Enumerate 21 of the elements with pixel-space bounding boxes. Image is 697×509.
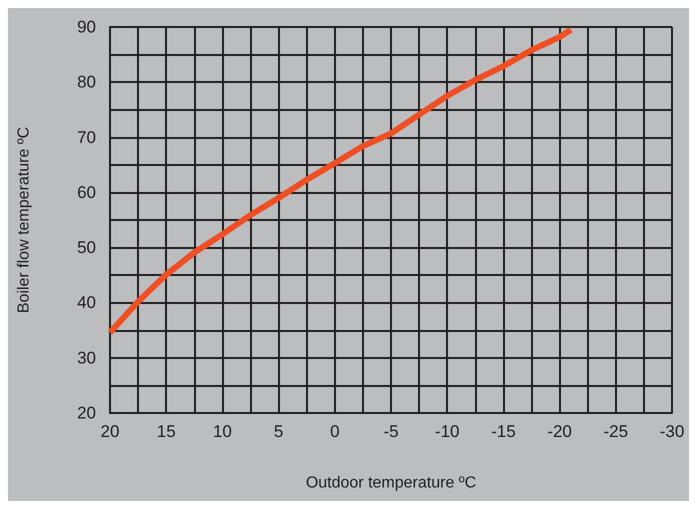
y-tick-label: 40 <box>77 293 96 312</box>
x-tick-label: -10 <box>434 422 460 441</box>
x-tick-label: 0 <box>330 422 340 441</box>
x-tick-label: 20 <box>100 422 120 441</box>
y-tick-label: 70 <box>77 128 96 147</box>
x-axis-title: Outdoor temperature ºC <box>306 474 476 492</box>
y-tick-label: 60 <box>77 182 96 202</box>
y-tick-label: 90 <box>77 18 96 36</box>
x-tick-label: -30 <box>660 422 684 441</box>
x-tick-label: 10 <box>212 422 232 441</box>
x-tick-label: 5 <box>274 422 284 441</box>
y-tick-label: 80 <box>77 72 96 92</box>
x-tick-label: -5 <box>383 422 399 441</box>
y-tick-label: 30 <box>77 348 96 368</box>
x-tick-label: -25 <box>604 422 628 441</box>
y-tick-label: 50 <box>77 238 96 258</box>
x-tick-label: -20 <box>547 422 572 441</box>
x-tick-label: 15 <box>156 422 176 441</box>
x-tick-label: -15 <box>491 422 516 441</box>
y-tick-label: 20 <box>77 404 96 422</box>
y-axis-title: Boiler flow temperature ºC <box>16 126 32 314</box>
